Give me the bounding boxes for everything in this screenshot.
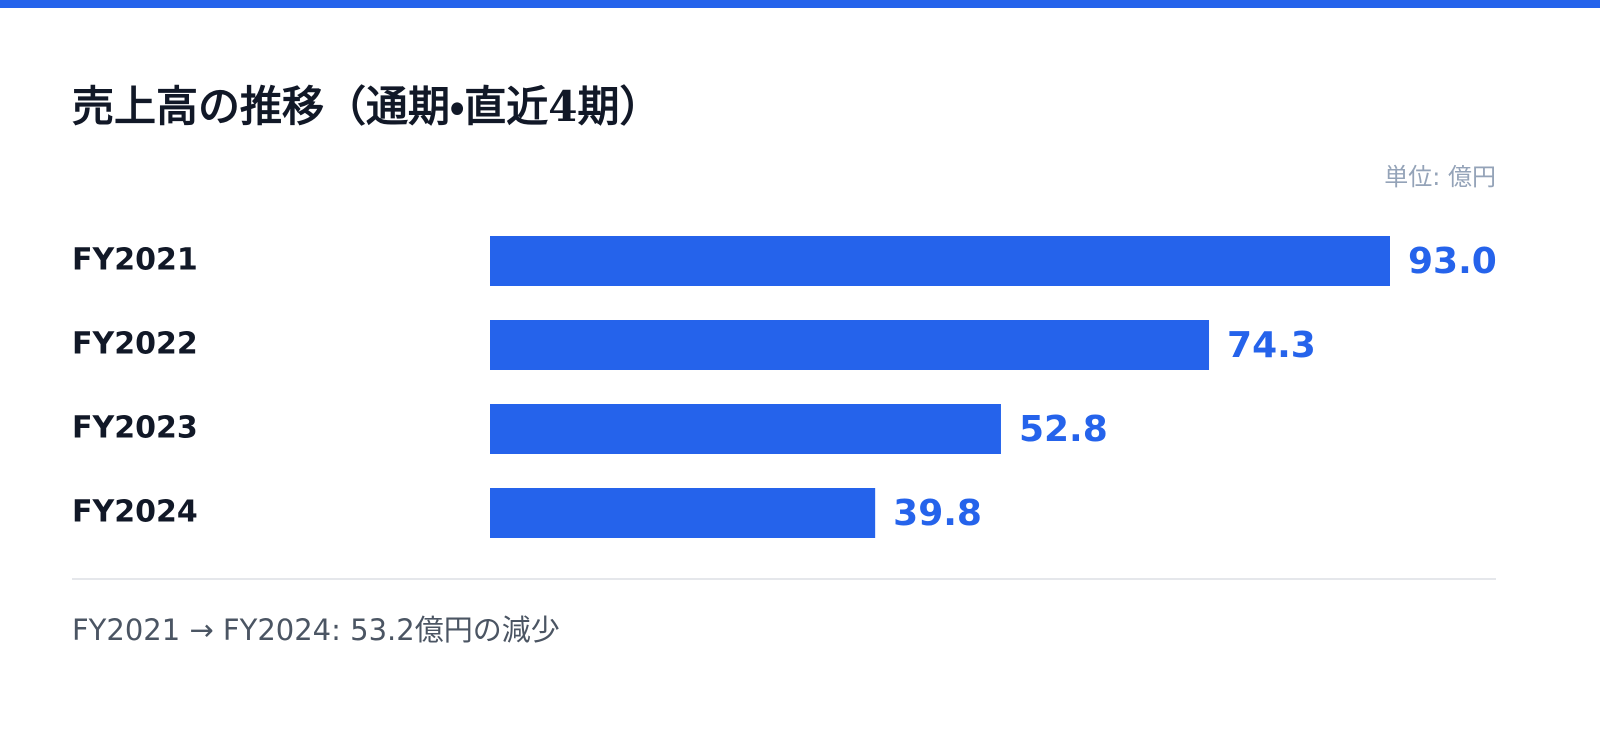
value-label: 93.0 bbox=[1408, 241, 1497, 282]
annotation: FY2021 → FY2024: 53.2億円の減少 bbox=[72, 613, 560, 647]
value-label: 52.8 bbox=[1019, 409, 1108, 450]
category-label: FY2021 bbox=[72, 243, 198, 278]
category-label: FY2023 bbox=[72, 411, 198, 446]
unit-label: 単位: 億円 bbox=[1384, 163, 1496, 191]
value-label: 74.3 bbox=[1227, 325, 1316, 366]
bar bbox=[490, 236, 1390, 286]
bar bbox=[490, 404, 1001, 454]
category-label: FY2024 bbox=[72, 495, 198, 530]
bar bbox=[490, 488, 876, 538]
top-accent bbox=[0, 0, 1600, 8]
bar bbox=[490, 320, 1210, 370]
value-label: 39.8 bbox=[893, 493, 982, 534]
chart-title: 売上高の推移（通期・直近4期） bbox=[72, 82, 662, 131]
category-label: FY2022 bbox=[72, 327, 198, 362]
